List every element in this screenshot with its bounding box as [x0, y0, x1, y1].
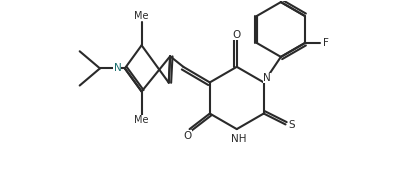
Text: Me: Me [134, 115, 149, 125]
Text: N: N [114, 63, 121, 73]
Text: O: O [233, 30, 241, 40]
Text: NH: NH [231, 134, 247, 144]
Text: S: S [288, 120, 295, 130]
Text: Me: Me [134, 11, 149, 21]
Text: F: F [323, 38, 329, 48]
Text: N: N [263, 73, 271, 83]
Text: O: O [183, 131, 192, 141]
